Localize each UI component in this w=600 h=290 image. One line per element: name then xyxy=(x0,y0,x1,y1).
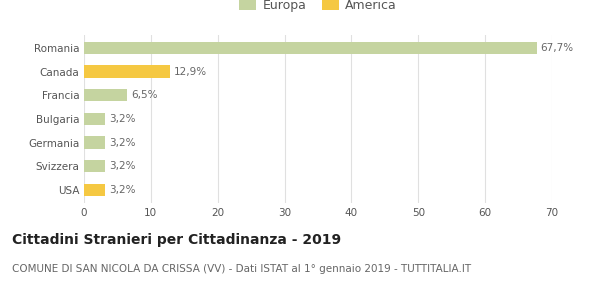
Bar xyxy=(84,42,536,54)
Bar xyxy=(84,160,106,173)
Legend: Europa, America: Europa, America xyxy=(234,0,402,17)
Text: 67,7%: 67,7% xyxy=(541,43,574,53)
Bar xyxy=(84,184,106,196)
Text: 12,9%: 12,9% xyxy=(174,66,208,77)
Bar xyxy=(84,65,170,78)
Text: 3,2%: 3,2% xyxy=(109,161,136,171)
Bar xyxy=(84,113,106,125)
Bar xyxy=(84,136,106,149)
Text: 3,2%: 3,2% xyxy=(109,137,136,148)
Text: Cittadini Stranieri per Cittadinanza - 2019: Cittadini Stranieri per Cittadinanza - 2… xyxy=(12,233,341,247)
Bar xyxy=(84,89,127,102)
Text: 3,2%: 3,2% xyxy=(109,185,136,195)
Text: 3,2%: 3,2% xyxy=(109,114,136,124)
Text: 6,5%: 6,5% xyxy=(131,90,158,100)
Text: COMUNE DI SAN NICOLA DA CRISSA (VV) - Dati ISTAT al 1° gennaio 2019 - TUTTITALIA: COMUNE DI SAN NICOLA DA CRISSA (VV) - Da… xyxy=(12,264,471,274)
